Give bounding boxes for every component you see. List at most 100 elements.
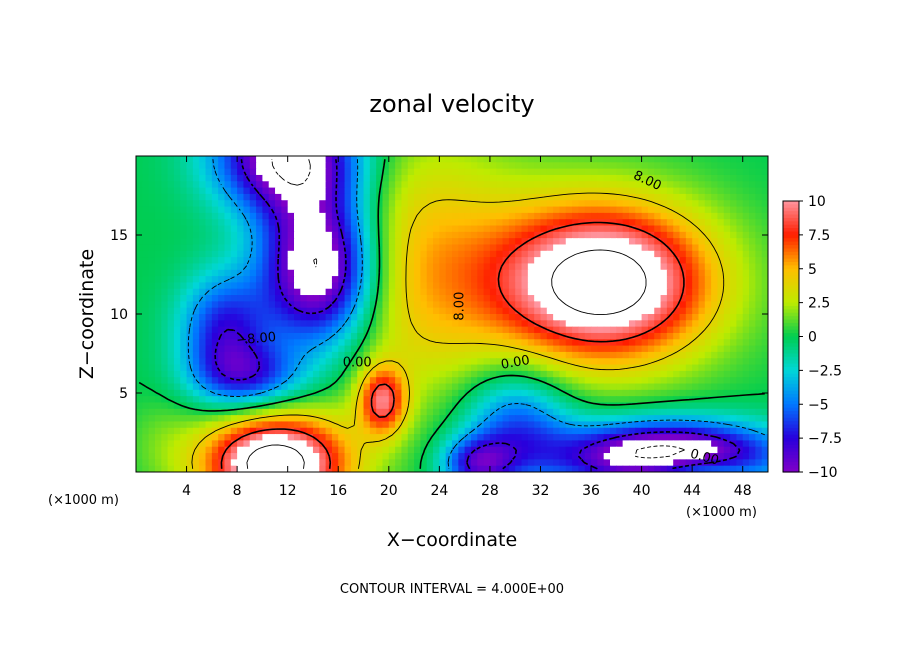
heat-cell [357, 396, 365, 404]
heat-cell [647, 415, 655, 423]
heat-cell [622, 187, 630, 195]
heat-cell [654, 250, 662, 258]
heat-cell [350, 238, 358, 246]
heat-cell [445, 332, 453, 340]
heat-cell [262, 383, 270, 391]
heat-cell [275, 168, 282, 176]
heat-cell [749, 320, 756, 328]
heat-cell [704, 212, 712, 220]
heat-cell [180, 345, 188, 353]
heat-cell [458, 181, 466, 189]
heat-cell [616, 187, 624, 195]
heat-cell [508, 162, 516, 170]
heat-cell [388, 168, 396, 176]
heat-cell [306, 288, 314, 296]
heat-cell [331, 212, 339, 220]
heat-cell [287, 307, 295, 315]
heat-cell [439, 364, 447, 372]
heat-cell [572, 453, 579, 460]
heat-cell [597, 465, 605, 472]
heat-cell [275, 219, 282, 227]
heat-cell [458, 345, 466, 353]
heat-cell [312, 364, 320, 372]
heat-cell [515, 301, 523, 309]
heat-cell [553, 200, 561, 208]
heat-cell [281, 326, 289, 334]
heat-cell [603, 206, 611, 214]
heat-cell [470, 162, 478, 170]
heat-cell [521, 181, 529, 189]
heat-cell [161, 244, 169, 252]
heat-cell [382, 440, 390, 448]
heat-cell [685, 263, 693, 271]
heat-cell [673, 269, 681, 277]
heat-cell [230, 339, 238, 347]
heat-cell [578, 212, 586, 220]
heat-cell [736, 269, 744, 277]
heat-cell [262, 212, 270, 220]
heat-cell [477, 295, 485, 302]
heat-cell [673, 453, 681, 460]
heat-cell [755, 187, 763, 195]
heat-cell [338, 168, 346, 176]
heat-cell [161, 383, 169, 391]
heat-cell [249, 244, 257, 252]
heat-cell [641, 377, 649, 385]
heat-cell [559, 320, 567, 328]
heat-cell [433, 193, 440, 201]
heat-cell [363, 364, 371, 372]
heat-cell [704, 434, 712, 441]
heat-cell [723, 358, 731, 366]
heat-cell [414, 181, 421, 189]
heat-cell [736, 314, 744, 321]
heat-cell [369, 396, 377, 404]
heat-cell [483, 320, 491, 328]
heat-cell [205, 459, 213, 467]
heat-cell [591, 174, 598, 182]
heat-cell [426, 332, 434, 340]
heat-cell [578, 415, 586, 423]
heat-cell [382, 162, 390, 170]
heat-cell [534, 351, 542, 359]
heat-cell [401, 320, 409, 328]
heat-cell [173, 257, 181, 265]
heat-cell [281, 276, 289, 283]
heat-cell [136, 465, 143, 472]
heat-cell [502, 434, 510, 441]
heat-cell [426, 263, 434, 271]
heat-cell [572, 364, 579, 372]
heat-cell [673, 231, 681, 239]
heat-cell [496, 459, 504, 467]
heat-cell [660, 453, 668, 460]
heat-cell [306, 212, 314, 220]
heat-cell [572, 351, 579, 359]
heat-cell [407, 181, 415, 189]
heat-cell [622, 193, 630, 201]
heat-cell [369, 332, 377, 340]
heat-cell [439, 219, 447, 227]
heat-cell [363, 326, 371, 334]
heat-cell [224, 250, 232, 258]
heat-cell [692, 212, 700, 220]
heat-cell [256, 212, 263, 220]
heat-cell [666, 187, 674, 195]
heat-cell [540, 168, 548, 176]
heat-cell [338, 453, 346, 460]
heat-cell [281, 174, 289, 182]
heat-cell [275, 402, 282, 410]
heat-cell [439, 200, 447, 208]
heat-cell [610, 212, 617, 220]
heat-cell [218, 326, 226, 334]
heat-cell [445, 370, 453, 378]
heat-cell [470, 276, 478, 283]
heat-cell [628, 219, 636, 227]
heat-cell [698, 364, 706, 372]
heat-cell [199, 156, 207, 163]
heat-cell [502, 231, 510, 239]
heat-cell [704, 181, 712, 189]
heat-cell [420, 307, 428, 315]
heat-cell [755, 168, 763, 176]
heat-cell [698, 370, 706, 378]
heat-cell [584, 168, 592, 176]
heat-cell [603, 434, 611, 441]
